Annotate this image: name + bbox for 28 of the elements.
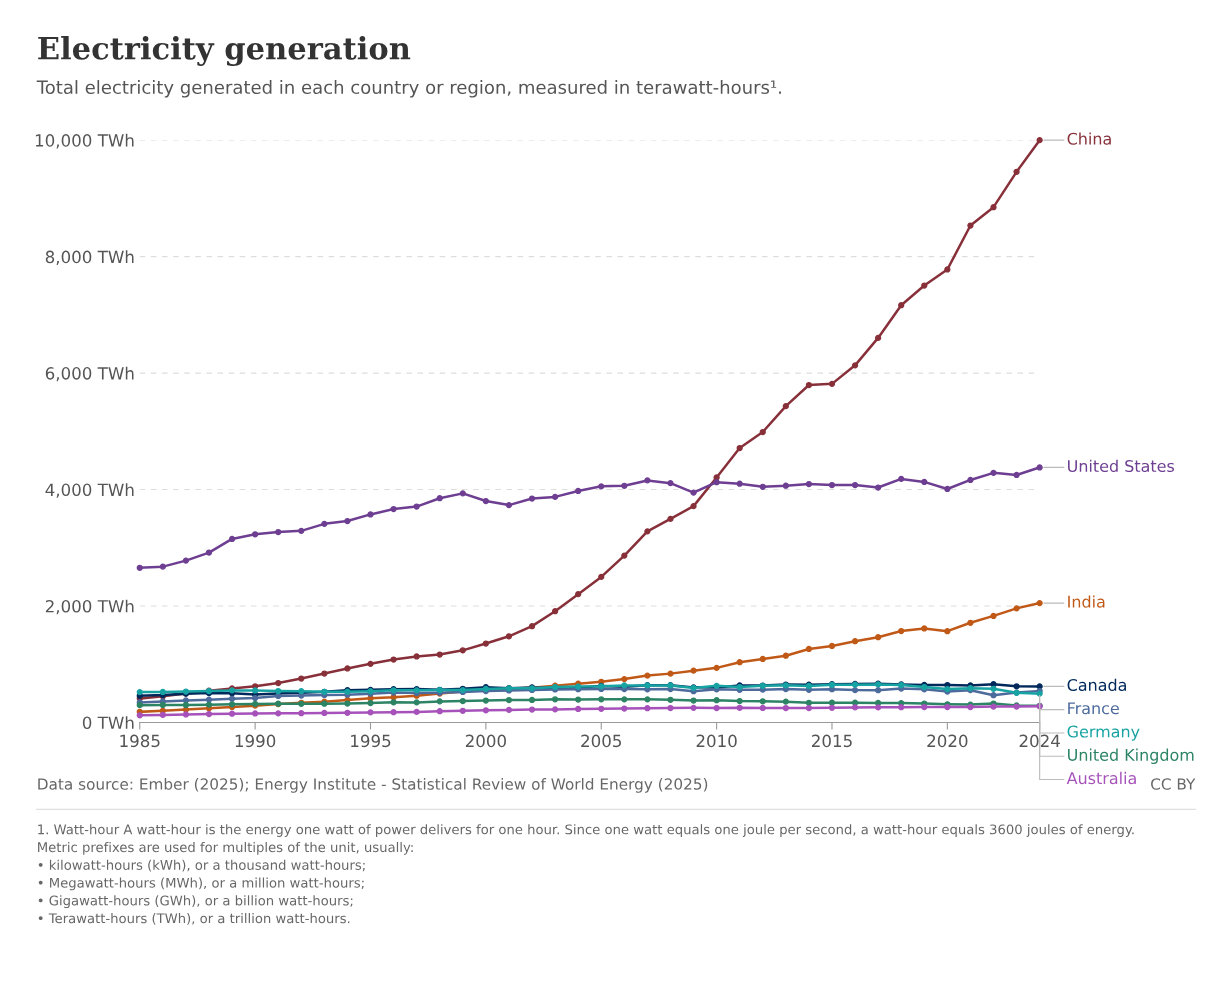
text: Germany: [1067, 725, 1140, 741]
x-tick-label: 2020: [927, 734, 968, 748]
series-label: France: [1068, 702, 1119, 715]
x-tick-label: 2024: [1019, 734, 1060, 748]
y-tick-label: 10,000 TWh: [35, 133, 134, 149]
text: 1. Watt-hour A watt-hour is the energy one watt of power delivers for one hour. Since one watt equals one joule per second, a watt-hour equals 3600 joules of energy. Metric prefixes are used for multiples of the unit, usually: • kilowatt-hours (kWh), or a thousand watt-hours; • Megawatt-hours (MWh), or a million watt-hours; • Gigawatt-hours (GWh), or a billion watt-hours; • Terawatt-hours (TWh), or a trillion watt-hours.: [38, 824, 1134, 925]
series-label: Canada: [1067, 678, 1126, 692]
x-tick-label: 1995: [351, 734, 391, 748]
x-tick-label: 1985: [120, 734, 160, 748]
text: United Kingdom: [1068, 748, 1194, 764]
x-tick-label: 2010: [696, 734, 737, 748]
source-note: Data source: Ember (2025); Energy Institute - Statistical Review of World Energy (2025): [38, 777, 708, 793]
text: Australia: [1066, 771, 1136, 785]
x-tick-label: 2000: [465, 734, 506, 748]
text: CC BY: [1151, 778, 1196, 790]
y-tick-label: 6,000 TWh: [45, 366, 134, 382]
chart-subtitle: Total electricity generated in each country or region, measured in terawatt-hours¹.: [36, 80, 781, 98]
x-tick-label: 1990: [235, 734, 276, 748]
series-label: United States: [1068, 459, 1175, 473]
y-tick-label: 4,000 TWh: [45, 483, 134, 498]
series-label: India: [1068, 595, 1105, 608]
x-tick-label: 2005: [581, 734, 621, 748]
y-tick-label: 0 TWh: [82, 716, 134, 730]
chart-title: Electricity generation: [38, 36, 411, 67]
series-label: China: [1067, 132, 1111, 145]
x-tick-label: 2015: [812, 734, 852, 748]
y-tick-label: 8,000 TWh: [45, 250, 134, 265]
y-tick-label: 2,000 TWh: [45, 599, 134, 615]
